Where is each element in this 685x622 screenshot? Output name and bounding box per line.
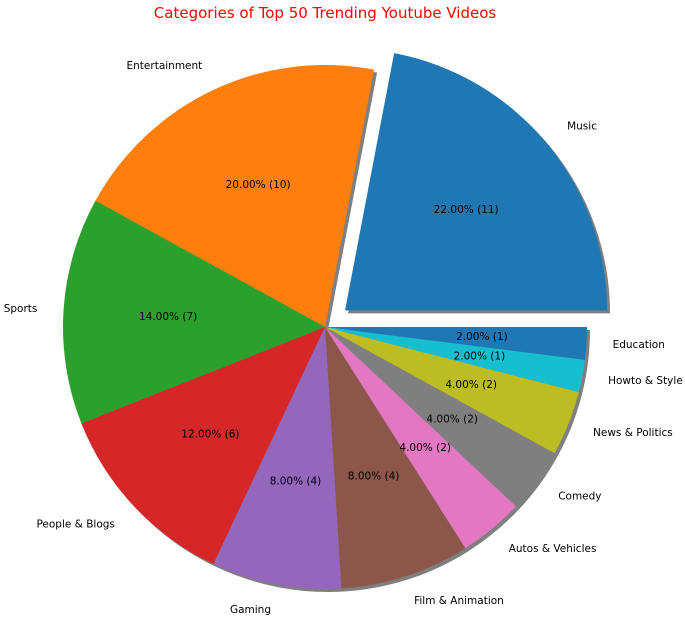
label-education: Education	[613, 339, 665, 351]
slice-gaming	[213, 327, 342, 589]
slice-people-blogs	[81, 327, 326, 565]
label-gaming: Gaming	[230, 604, 271, 616]
label-sports: Sports	[4, 303, 38, 315]
pct-autos-vehicles: 4.00% (2)	[399, 442, 451, 454]
slice-entertainment	[95, 65, 375, 327]
label-howto-style: Howto & Style	[608, 375, 683, 387]
label-music: Music	[567, 121, 597, 133]
slice-labels: Music Entertainment Sports People & Blogs Ga…	[4, 60, 683, 616]
slice-education	[325, 327, 587, 360]
label-comedy: Comedy	[558, 490, 601, 502]
pct-people-blogs: 12.00% (6)	[181, 429, 239, 441]
slice-howto-style	[325, 327, 585, 393]
slice-sports	[63, 200, 325, 424]
slice-news-politics	[325, 327, 579, 454]
pct-comedy: 4.00% (2)	[426, 413, 478, 425]
slice-music	[345, 53, 608, 311]
slice-comedy	[325, 327, 555, 507]
slice-film-animation	[325, 327, 466, 589]
pct-music: 22.00% (11)	[434, 204, 499, 216]
pct-education: 2.00% (1)	[456, 331, 508, 343]
label-autos-vehicles: Autos & Vehicles	[509, 543, 597, 555]
percent-labels: 22.00% (11) 20.00% (10) 14.00% (7) 12.00% (…	[139, 179, 508, 488]
pct-news-politics: 4.00% (2)	[445, 379, 497, 391]
pct-film-animation: 8.00% (4)	[348, 471, 400, 483]
pct-howto-style: 2.00% (1)	[454, 351, 506, 363]
pct-sports: 14.00% (7)	[139, 311, 197, 323]
label-news-politics: News & Politics	[593, 427, 673, 439]
pie-slices	[63, 53, 608, 589]
label-entertainment: Entertainment	[127, 60, 203, 72]
slice-autos-vehicles	[325, 327, 516, 549]
pct-entertainment: 20.00% (10)	[226, 179, 291, 191]
label-people-blogs: People & Blogs	[36, 518, 114, 530]
chart-title: Categories of Top 50 Trending Youtube Vi…	[154, 4, 497, 22]
pct-gaming: 8.00% (4)	[270, 475, 322, 487]
label-film-animation: Film & Animation	[414, 595, 504, 607]
